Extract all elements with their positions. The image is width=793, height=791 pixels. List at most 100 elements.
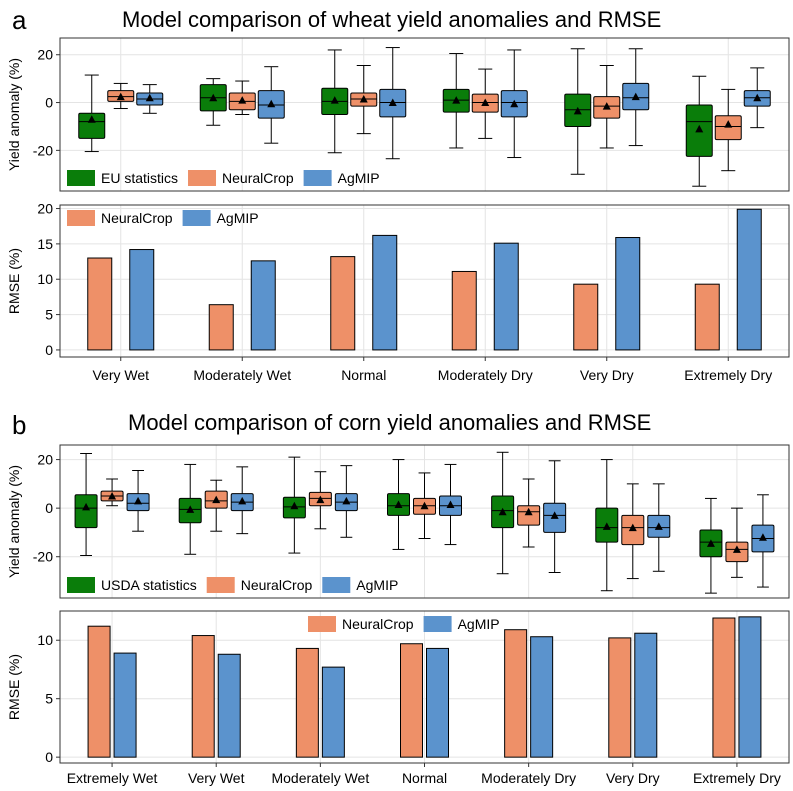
box-neuralcrop bbox=[714, 88, 742, 172]
legend-label: USDA statistics bbox=[101, 577, 197, 593]
bar-agmip bbox=[738, 616, 762, 758]
mean-marker bbox=[186, 505, 195, 513]
mean-marker bbox=[498, 507, 507, 516]
mean-marker bbox=[695, 124, 704, 133]
bar-neuralcrop bbox=[295, 647, 319, 758]
mean-marker bbox=[631, 92, 640, 101]
box-agmip bbox=[136, 84, 164, 114]
mean-marker bbox=[388, 98, 397, 107]
legend-swatch bbox=[322, 577, 351, 593]
mean-marker bbox=[628, 523, 637, 532]
box-agmip bbox=[543, 460, 567, 573]
b-box-plot: -20 0 20 Yield anomaly (%) USDA statistics Ne… bbox=[6, 444, 790, 599]
box-usda-statistics bbox=[699, 497, 723, 594]
mean-marker bbox=[134, 496, 143, 505]
legend-swatch bbox=[308, 616, 336, 632]
box-neuralcrop bbox=[725, 507, 749, 578]
mean-marker bbox=[753, 93, 762, 102]
y-axis-label: RMSE (%) bbox=[6, 248, 22, 314]
bar-agmip bbox=[736, 208, 762, 351]
panel-b-title: Model comparison of corn yield anomalies… bbox=[128, 410, 652, 435]
bar-agmip bbox=[250, 260, 276, 351]
box-usda-statistics bbox=[282, 456, 306, 554]
box-agmip bbox=[751, 494, 775, 588]
mean-marker bbox=[724, 120, 733, 128]
box-eu-statistics bbox=[199, 78, 227, 126]
legend-swatch bbox=[67, 170, 95, 186]
mean-marker bbox=[452, 96, 461, 104]
y-tick-label: 10 bbox=[37, 271, 53, 287]
bar-agmip bbox=[129, 249, 155, 351]
bar-neuralcrop bbox=[400, 643, 423, 758]
legend: USDA statistics NeuralCrop AgMIP bbox=[67, 577, 398, 593]
box-agmip bbox=[743, 67, 771, 129]
box-eu-statistics bbox=[442, 53, 470, 149]
legend: NeuralCrop AgMIP bbox=[67, 210, 259, 226]
box-agmip bbox=[500, 49, 528, 159]
plot-frame bbox=[59, 37, 790, 192]
y-tick-label: 0 bbox=[45, 500, 53, 516]
bar-agmip bbox=[372, 234, 398, 351]
box-neuralcrop bbox=[350, 64, 378, 135]
box-neuralcrop bbox=[308, 471, 332, 530]
legend-label: EU statistics bbox=[101, 170, 178, 186]
mean-marker bbox=[602, 522, 611, 530]
x-tick-label: Very Wet bbox=[188, 770, 245, 786]
box-agmip bbox=[257, 66, 285, 144]
plot-frame bbox=[59, 444, 790, 599]
bar-neuralcrop bbox=[694, 283, 720, 351]
mean-marker bbox=[420, 501, 429, 510]
x-tick-label: Moderately Wet bbox=[271, 770, 369, 786]
box-agmip bbox=[439, 463, 462, 546]
box-usda-statistics bbox=[595, 459, 619, 592]
box-agmip bbox=[647, 483, 671, 572]
mean-marker bbox=[290, 501, 299, 510]
legend-label: NeuralCrop bbox=[241, 577, 313, 593]
box-iqr bbox=[714, 115, 742, 141]
box-agmip bbox=[230, 466, 254, 535]
box-neuralcrop bbox=[100, 478, 124, 507]
mean-marker bbox=[342, 496, 351, 505]
bar-neuralcrop bbox=[608, 637, 632, 758]
panel-a-title: Model comparison of wheat yield anomalie… bbox=[122, 7, 662, 32]
panel-b-letter: b bbox=[12, 410, 27, 440]
y-tick-label: 10 bbox=[37, 632, 53, 648]
x-tick-label: Extremely Dry bbox=[684, 367, 772, 383]
legend: EU statistics NeuralCrop AgMIP bbox=[67, 170, 380, 186]
mean-marker bbox=[550, 511, 559, 519]
bar-neuralcrop bbox=[87, 257, 113, 351]
box-neuralcrop bbox=[621, 483, 645, 580]
bar-neuralcrop bbox=[712, 617, 736, 758]
mean-marker bbox=[524, 507, 533, 516]
y-tick-label: -20 bbox=[33, 142, 53, 158]
box-usda-statistics bbox=[491, 451, 515, 575]
bar-neuralcrop bbox=[191, 635, 215, 758]
y-tick-label: 0 bbox=[45, 749, 53, 765]
a-bar-plot: 0 5 10 15 20 RMSE (%) Very Wet Moderately Wet No… bbox=[6, 201, 790, 383]
box-agmip bbox=[126, 470, 150, 532]
bar-neuralcrop bbox=[87, 625, 111, 758]
plot-frame bbox=[59, 610, 790, 764]
bar-neuralcrop bbox=[573, 283, 599, 351]
legend-swatch bbox=[423, 616, 452, 632]
mean-marker bbox=[267, 99, 276, 108]
bar-agmip bbox=[530, 636, 554, 758]
mean-marker bbox=[359, 94, 368, 103]
y-tick-label: 0 bbox=[45, 95, 53, 111]
box-iqr bbox=[74, 494, 98, 529]
mean-marker bbox=[706, 539, 715, 547]
mean-marker bbox=[654, 522, 663, 530]
box-neuralcrop bbox=[204, 479, 228, 532]
bar-agmip bbox=[426, 647, 449, 758]
box-agmip bbox=[379, 47, 407, 160]
mean-marker bbox=[481, 98, 490, 107]
box-eu-statistics bbox=[321, 49, 349, 154]
legend-label: AgMIP bbox=[356, 577, 398, 593]
box-neuralcrop bbox=[107, 82, 135, 110]
mean-marker bbox=[212, 495, 221, 504]
mean-marker bbox=[145, 93, 154, 102]
box-neuralcrop bbox=[517, 478, 541, 548]
legend-swatch bbox=[188, 170, 217, 186]
legend-swatch bbox=[206, 577, 235, 593]
